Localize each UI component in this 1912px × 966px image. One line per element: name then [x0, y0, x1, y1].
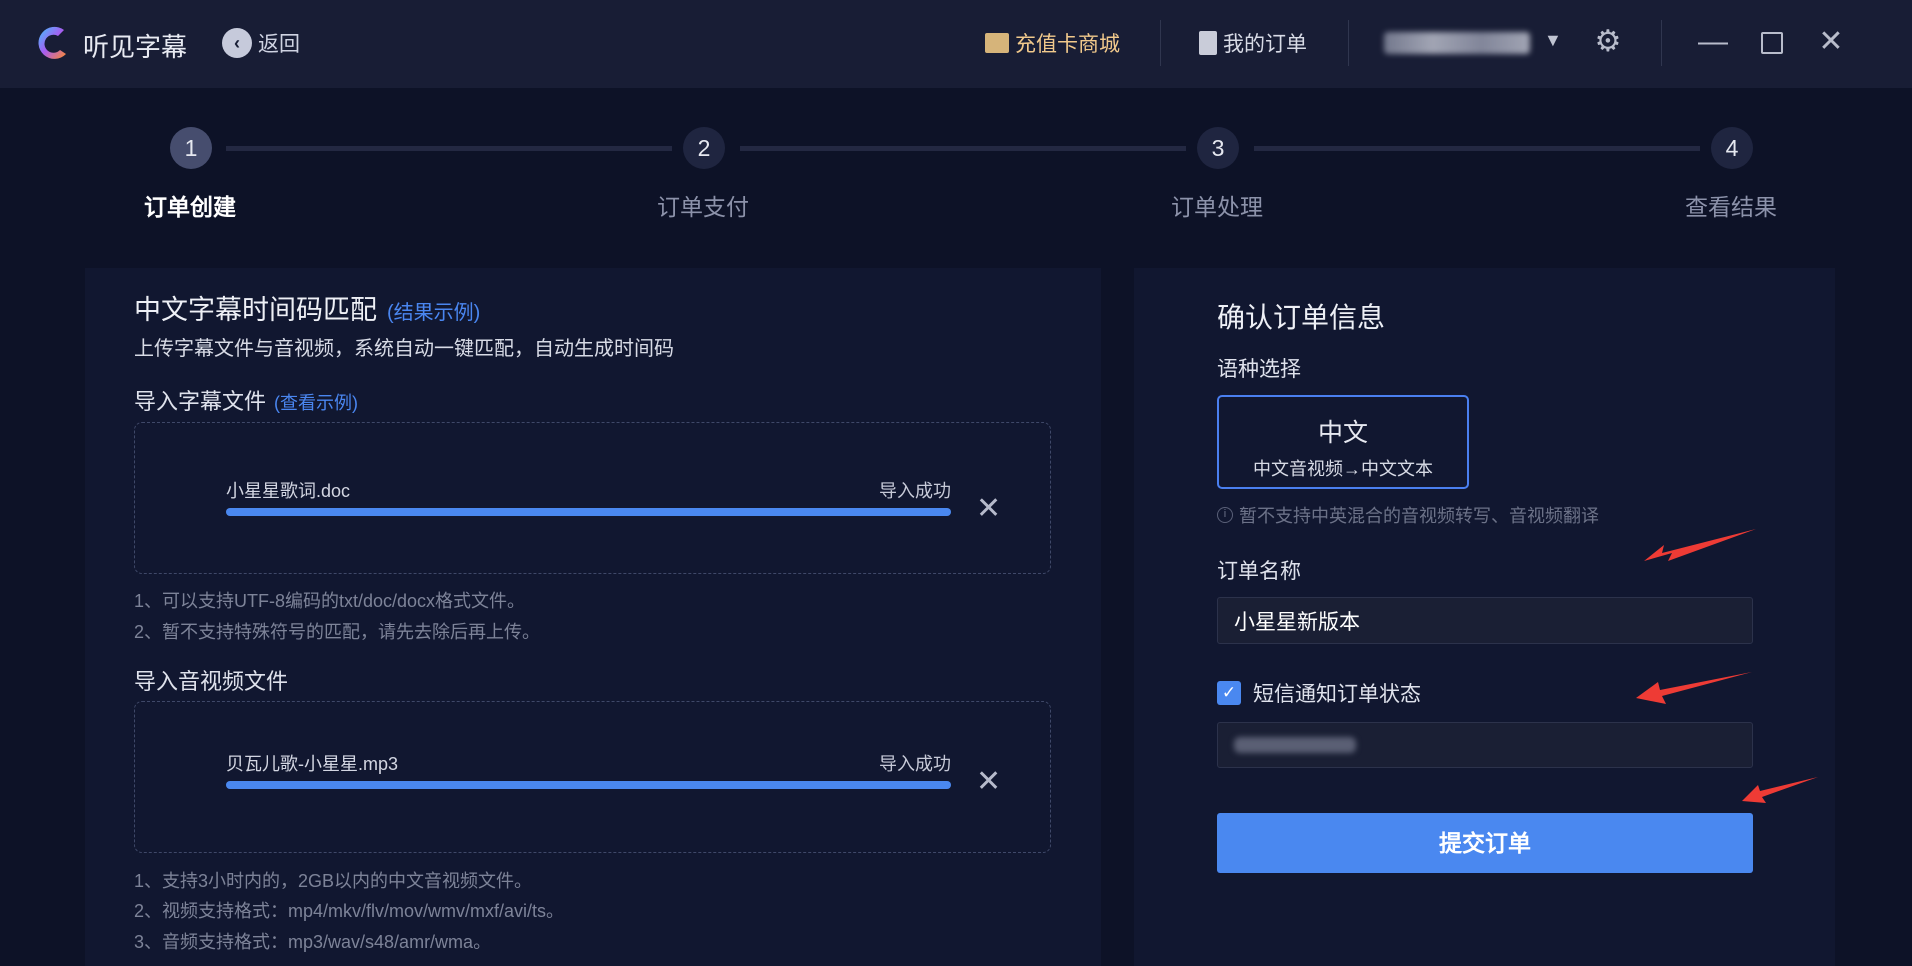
- annotation-arrow-icon: [1644, 529, 1756, 561]
- step-3-circle: 3: [1197, 127, 1239, 169]
- divider: [1661, 20, 1662, 66]
- checkbox-checked-icon: ✓: [1217, 681, 1241, 705]
- phone-number-input[interactable]: [1217, 722, 1753, 768]
- annotation-arrow-icon: [1636, 672, 1752, 704]
- step-1-circle: 1: [170, 127, 212, 169]
- subtitle-file-name: 小星星歌词.doc: [226, 481, 351, 501]
- upload-panel: [85, 268, 1101, 966]
- language-option-chinese[interactable]: 中文 中文音视频→中文文本: [1217, 395, 1469, 489]
- remove-subtitle-file-icon[interactable]: ✕: [976, 492, 1002, 525]
- user-account-name[interactable]: [1384, 32, 1530, 54]
- order-list-icon: [1199, 31, 1217, 55]
- language-hint-text: 暂不支持中英混合的音视频转写、音视频翻译: [1239, 506, 1599, 526]
- card-icon: [985, 33, 1009, 53]
- settings-gear-icon[interactable]: ⚙: [1594, 25, 1622, 58]
- back-label: 返回: [258, 33, 300, 56]
- language-hint: i 暂不支持中英混合的音视频转写、音视频翻译: [1217, 502, 1599, 528]
- step-3-label: 订单处理: [1171, 194, 1263, 220]
- back-button[interactable]: ‹ 返回: [222, 28, 300, 58]
- info-icon: i: [1217, 507, 1233, 523]
- close-window-icon[interactable]: ✕: [1818, 25, 1844, 58]
- step-2-circle: 2: [683, 127, 725, 169]
- confirm-order-title: 确认订单信息: [1217, 302, 1386, 333]
- app-logo-icon: [38, 26, 66, 59]
- result-example-link[interactable]: (结果示例): [387, 302, 481, 324]
- service-subtitle: 上传字幕文件与音视频，系统自动一键匹配，自动生成时间码: [134, 338, 674, 360]
- divider: [1160, 20, 1161, 66]
- remove-media-file-icon[interactable]: ✕: [976, 765, 1002, 798]
- order-name-label: 订单名称: [1217, 560, 1301, 583]
- subtitle-note: 2、暂不支持特殊符号的匹配，请先去除后再上传。: [134, 622, 541, 642]
- media-note: 1、支持3小时内的，2GB以内的中文音视频文件。: [134, 871, 533, 891]
- order-name-input[interactable]: 小星星新版本: [1217, 597, 1753, 644]
- minimize-icon[interactable]: —: [1698, 25, 1728, 58]
- subtitle-note: 1、可以支持UTF-8编码的txt/doc/docx格式文件。: [134, 591, 526, 611]
- app-title: 听见字幕: [83, 32, 188, 62]
- subtitle-progress-bar: [226, 508, 951, 516]
- language-label: 语种选择: [1217, 358, 1301, 381]
- account-dropdown-icon[interactable]: ▼: [1544, 30, 1562, 50]
- subtitle-dropzone[interactable]: [134, 422, 1051, 574]
- my-orders-button[interactable]: 我的订单: [1199, 28, 1307, 58]
- sms-notify-label: 短信通知订单状态: [1253, 683, 1421, 706]
- title-bar: 听见字幕 ‹ 返回 充值卡商城 我的订单 ▼ ⚙ — ✕: [0, 0, 1912, 88]
- step-2-label: 订单支付: [657, 194, 749, 220]
- language-option-title: 中文: [1317, 419, 1368, 447]
- step-connector: [740, 146, 1186, 151]
- maximize-icon[interactable]: [1752, 22, 1792, 62]
- media-note: 3、音频支持格式：mp3/wav/s48/amr/wma。: [134, 932, 492, 952]
- subtitle-upload-status: 导入成功: [879, 481, 951, 501]
- media-upload-title: 导入音视频文件: [134, 669, 289, 694]
- step-4-circle: 4: [1711, 127, 1753, 169]
- media-file-name: 贝瓦儿歌-小星星.mp3: [226, 754, 399, 774]
- annotation-arrow-icon: [1742, 777, 1818, 803]
- orders-label: 我的订单: [1223, 33, 1307, 56]
- media-upload-status: 导入成功: [879, 754, 951, 774]
- language-option-desc: 中文音视频→中文文本: [1253, 459, 1433, 479]
- media-dropzone[interactable]: [134, 701, 1051, 853]
- step-4-label: 查看结果: [1685, 194, 1777, 220]
- step-connector: [226, 146, 672, 151]
- divider: [1348, 20, 1349, 66]
- view-example-link[interactable]: (查看示例): [274, 393, 359, 413]
- subtitle-upload-title: 导入字幕文件: [134, 389, 267, 414]
- recharge-label: 充值卡商城: [1015, 33, 1120, 56]
- service-title: 中文字幕时间码匹配: [134, 295, 377, 325]
- media-note: 2、视频支持格式：mp4/mkv/flv/mov/wmv/mxf/avi/ts。: [134, 901, 565, 921]
- sms-notify-checkbox[interactable]: ✓ 短信通知订单状态: [1217, 678, 1421, 708]
- chevron-left-icon: ‹: [222, 28, 252, 58]
- recharge-store-button[interactable]: 充值卡商城: [985, 28, 1120, 58]
- step-1-label: 订单创建: [144, 194, 236, 220]
- media-progress-bar: [226, 781, 951, 789]
- submit-order-button[interactable]: 提交订单: [1217, 813, 1753, 873]
- step-connector: [1254, 146, 1700, 151]
